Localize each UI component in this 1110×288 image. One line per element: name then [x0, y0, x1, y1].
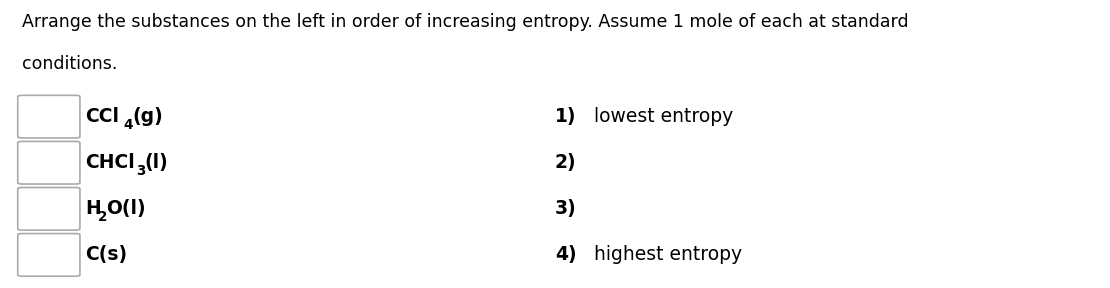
Text: 3: 3 — [137, 164, 145, 178]
Text: (g): (g) — [132, 107, 163, 126]
Text: conditions.: conditions. — [22, 55, 118, 73]
Text: CHCl: CHCl — [85, 153, 135, 172]
FancyBboxPatch shape — [18, 234, 80, 276]
Text: H: H — [85, 199, 101, 218]
Text: 4): 4) — [555, 245, 576, 264]
Text: CCl: CCl — [85, 107, 120, 126]
Text: 2: 2 — [98, 210, 108, 224]
FancyBboxPatch shape — [18, 187, 80, 230]
Text: 2): 2) — [555, 153, 576, 172]
Text: 1): 1) — [555, 107, 576, 126]
FancyBboxPatch shape — [18, 141, 80, 184]
FancyBboxPatch shape — [18, 95, 80, 138]
Text: C(s): C(s) — [85, 245, 128, 264]
Text: (l): (l) — [144, 153, 169, 172]
Text: lowest entropy: lowest entropy — [594, 107, 733, 126]
Text: O(l): O(l) — [107, 199, 147, 218]
Text: 3): 3) — [555, 199, 577, 218]
Text: 4: 4 — [124, 118, 133, 132]
Text: highest entropy: highest entropy — [594, 245, 741, 264]
Text: Arrange the substances on the left in order of increasing entropy. Assume 1 mole: Arrange the substances on the left in or… — [22, 13, 909, 31]
